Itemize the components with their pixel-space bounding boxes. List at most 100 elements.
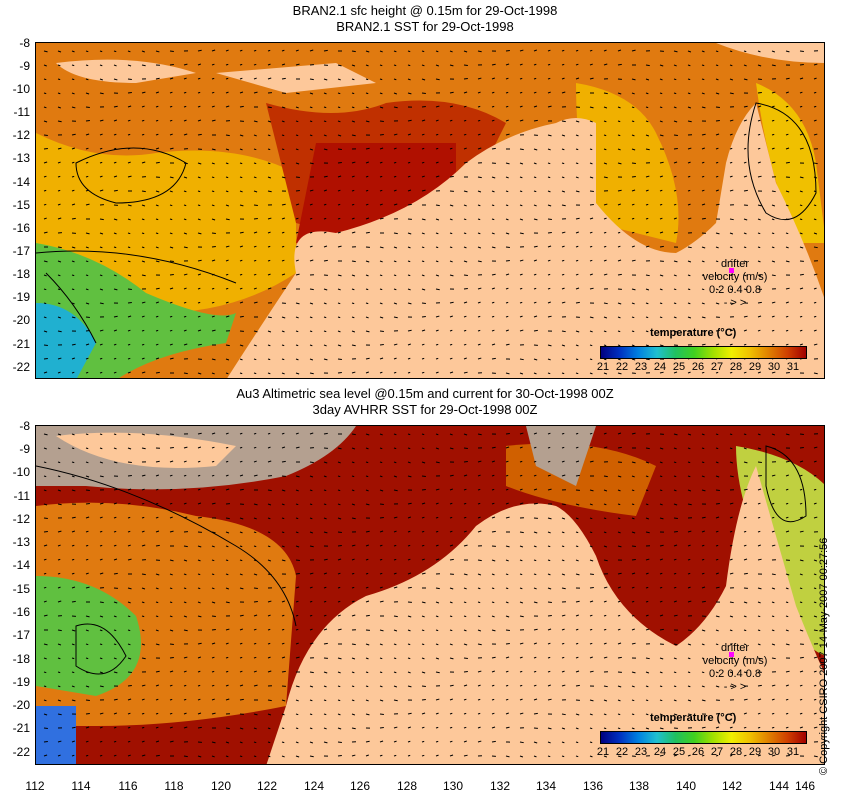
vector-arrow — [785, 260, 790, 263]
vector-arrow — [701, 175, 705, 178]
vector-arrow — [379, 64, 383, 67]
vector-arrow — [295, 231, 299, 234]
vector-arrow — [575, 273, 579, 276]
vector-arrow — [785, 670, 790, 673]
vector-arrow — [589, 755, 593, 758]
vector-arrow — [603, 231, 607, 234]
vector-arrow — [771, 232, 775, 235]
vector-arrow — [519, 176, 523, 179]
vector-arrow — [113, 754, 117, 757]
vector-arrow — [393, 175, 397, 178]
x-tick-label: 128 — [396, 779, 418, 793]
vector-arrow — [631, 685, 635, 688]
vector-arrow — [799, 587, 803, 590]
vector-arrow — [477, 670, 482, 673]
vector-arrow — [449, 371, 454, 374]
vector-arrow — [743, 175, 748, 178]
vector-arrow — [113, 698, 118, 701]
vector-arrow — [281, 559, 286, 562]
vector-arrow — [379, 189, 383, 192]
vector-arrow — [351, 685, 355, 688]
vector-arrow — [169, 698, 173, 701]
vector-arrow — [659, 245, 664, 248]
vector-arrow — [617, 120, 621, 123]
y-tick-label: -15 — [12, 582, 30, 596]
vector-arrow — [799, 119, 803, 122]
vector-arrow — [659, 92, 663, 95]
vector-arrow — [379, 558, 383, 561]
vector-arrow — [239, 162, 243, 165]
vector-arrow — [701, 161, 705, 164]
vector-arrow — [85, 726, 90, 729]
vector-arrow — [239, 105, 244, 108]
vector-arrow — [505, 91, 509, 94]
vector-arrow — [295, 586, 300, 589]
vector-arrow — [421, 726, 425, 729]
vector-arrow — [127, 615, 131, 618]
vector-arrow — [673, 461, 677, 464]
vector-arrow — [631, 78, 636, 81]
vector-arrow — [57, 189, 61, 192]
vector-arrow — [505, 162, 510, 165]
vector-arrow — [449, 643, 453, 646]
vector-arrow — [393, 475, 398, 478]
vector-arrow — [813, 684, 817, 687]
vector-arrow — [379, 685, 383, 688]
vector-arrow — [547, 148, 551, 151]
y-tick-label: -11 — [13, 489, 30, 503]
legend-tick: 23 — [634, 746, 648, 758]
vector-arrow — [715, 726, 720, 729]
vector-arrow — [323, 316, 327, 319]
vector-arrow — [659, 64, 664, 67]
vector-arrow — [421, 516, 425, 519]
vector-arrow — [211, 488, 215, 491]
vector-arrow — [127, 218, 131, 221]
vector-arrow — [57, 713, 62, 716]
vector-arrow — [337, 344, 342, 347]
vector-arrow — [757, 204, 762, 207]
vector-arrow — [505, 176, 509, 179]
vector-arrow — [715, 461, 719, 464]
vector-arrow — [365, 685, 369, 688]
vector-arrow — [211, 63, 215, 66]
vector-arrow — [617, 545, 622, 548]
vector-arrow — [183, 698, 187, 701]
vector-arrow — [57, 586, 61, 589]
legend-tick: 24 — [653, 361, 667, 373]
vector-arrow — [603, 49, 607, 52]
vector-arrow — [379, 643, 383, 646]
vector-arrow — [57, 106, 61, 109]
vector-arrow — [505, 601, 509, 604]
vector-arrow — [757, 260, 761, 263]
vector-arrow — [267, 372, 271, 375]
vector-arrow — [813, 372, 818, 375]
vector-arrow — [43, 357, 48, 360]
vector-arrow — [505, 755, 510, 758]
vector-arrow — [281, 176, 286, 179]
vector-arrow — [603, 727, 607, 730]
vector-arrow — [575, 517, 579, 520]
vector-arrow — [197, 684, 201, 687]
vector-arrow — [561, 642, 565, 645]
vector-arrow — [57, 92, 61, 95]
vector-arrow — [183, 460, 187, 463]
vector-arrow — [533, 190, 537, 193]
vector-arrow — [169, 712, 173, 715]
vector-arrow — [449, 587, 454, 590]
vector-arrow — [673, 161, 678, 164]
vector-arrow — [407, 64, 411, 67]
vector-arrow — [393, 629, 398, 632]
vector-arrow — [323, 558, 328, 561]
vector-arrow — [85, 740, 89, 743]
x-tick-label: 136 — [582, 779, 604, 793]
vector-arrow — [477, 684, 481, 687]
vector-arrow — [183, 204, 187, 207]
vector-arrow — [589, 741, 593, 744]
vector-arrow — [435, 119, 439, 122]
vector-arrow — [729, 601, 734, 604]
vector-arrow — [113, 189, 118, 192]
vector-arrow — [659, 344, 664, 347]
vector-arrow — [631, 628, 635, 631]
vector-arrow — [351, 274, 356, 277]
vector-arrow — [477, 147, 482, 150]
